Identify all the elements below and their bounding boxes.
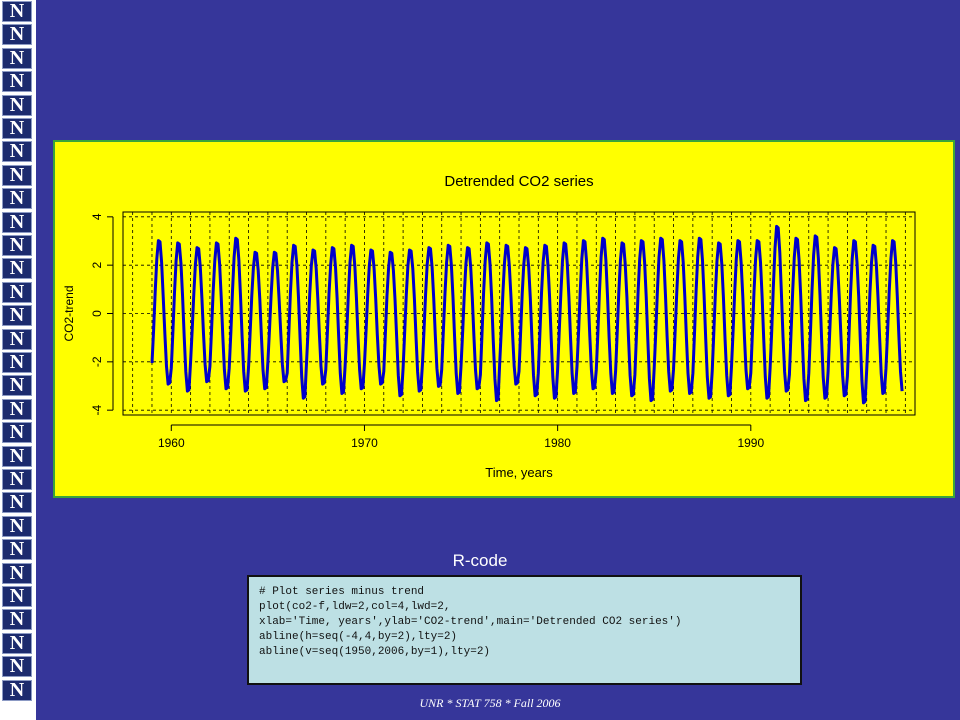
code-line: # Plot series minus trend [259,586,425,598]
n-logo-icon: N [2,94,32,116]
n-logo-icon: N [2,539,32,561]
y-tick-label: 0 [90,310,104,317]
x-tick-label: 1970 [351,436,378,450]
n-logo-icon: N [2,562,32,584]
n-logo-icon: N [2,656,32,678]
y-tick-label: 4 [90,213,104,220]
y-tick-label: -2 [90,356,104,367]
n-logo-icon: N [2,1,32,22]
footer-text: UNR * STAT 758 * Fall 2006 [419,696,561,710]
n-logo-icon: N [2,352,32,373]
n-logo-icon: N [2,515,32,537]
n-logo-icon: N [2,141,32,163]
n-logo-icon: N [2,71,32,93]
n-logo-icon: N [2,679,32,701]
n-logo-icon: N [2,375,32,397]
n-logo-icon: N [2,24,32,46]
n-logo-icon: N [2,445,32,467]
n-logo-icon: N [2,235,32,256]
code-line: xlab='Time, years',ylab='CO2-trend',main… [259,616,682,628]
detrended-co2-chart: 1960 1970 1980 1990 -4 -2 0 2 4 Detrended CO2 ser… [62,173,916,480]
code-line: plot(co2-f,ldw=2,col=4,lwd=2, [259,601,451,613]
n-logo-icon: N [2,118,32,139]
y-tick-label: -4 [90,405,104,416]
x-tick-label: 1990 [737,436,764,450]
y-tick-label: 2 [90,262,104,269]
n-logo-icon: N [2,586,32,607]
series-line [150,224,904,405]
n-logo-icon: N [2,492,32,514]
n-logo-icon: N [2,305,32,327]
n-logo-icon: N [2,422,32,444]
n-logo-icon: N [2,609,32,631]
n-logo-icon: N [2,328,32,350]
code-line: abline(h=seq(-4,4,by=2),lty=2) [259,631,458,643]
chart-panel: 1960 1970 1980 1990 -4 -2 0 2 4 Detrended CO2 ser… [53,140,955,498]
n-logo-icon: N [2,47,32,69]
n-logo-icon: N [2,211,32,233]
x-tick-label: 1960 [158,436,185,450]
y-axis-label: CO2-trend [62,285,76,341]
chart-title: Detrended CO2 series [444,173,593,190]
code-line: abline(v=seq(1950,2006,by=1),lty=2) [259,646,491,658]
rcode-heading: R-code [452,551,508,570]
x-tick-label: 1980 [544,436,571,450]
x-axis-label: Time, years [485,465,553,480]
n-logo-icon: N [2,258,32,280]
n-logo-icon: N [2,398,32,420]
n-logo-icon: N [2,469,32,490]
n-logo-icon: N [2,281,32,303]
n-logo-icon: N [2,632,32,654]
n-logo-icon: N [2,188,32,210]
n-logo-icon: N [2,164,32,186]
rcode-box: # Plot series minus trend plot(co2-f,ldw… [247,575,802,685]
